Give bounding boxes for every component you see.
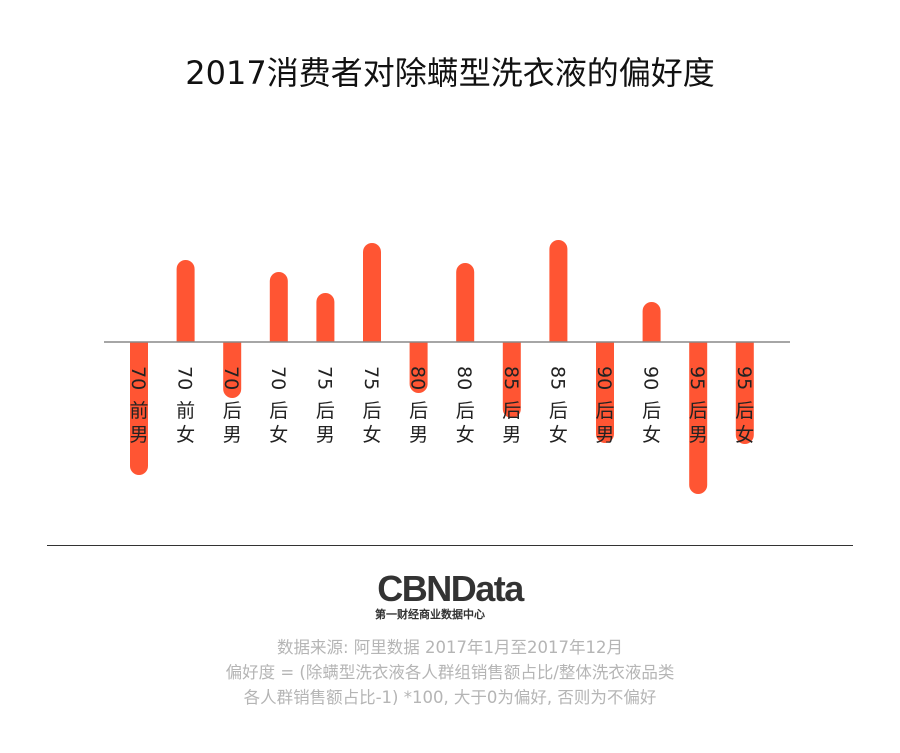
svg-text:男: 男 — [223, 424, 242, 446]
category-label: 70 后男 — [220, 366, 242, 446]
svg-text:前: 前 — [176, 400, 195, 422]
svg-text:后: 后 — [409, 400, 428, 422]
bar-70前女 — [176, 260, 195, 342]
formula-note-line1: 偏好度 = (除螨型洗衣液各人群组销售额占比/整体洗衣液品类 — [225, 663, 675, 682]
svg-text:女: 女 — [362, 424, 381, 446]
svg-text:后: 后 — [642, 400, 661, 422]
cbndata-logo: CBNData 第一财经商业数据中心 — [0, 570, 900, 622]
svg-text:95: 95 — [733, 366, 755, 390]
bar-80后女 — [456, 263, 475, 342]
svg-text:女: 女 — [735, 424, 754, 446]
bar-90后女 — [642, 302, 661, 342]
bar-95后女 — [735, 342, 754, 444]
svg-text:80: 80 — [407, 366, 429, 390]
category-label: 75 后男 — [313, 366, 335, 446]
svg-text:70: 70 — [220, 366, 242, 390]
svg-text:女: 女 — [549, 424, 568, 446]
svg-text:女: 女 — [456, 424, 475, 446]
svg-text:男: 男 — [689, 424, 708, 446]
svg-text:前: 前 — [129, 400, 148, 422]
svg-text:75: 75 — [360, 366, 382, 390]
bar-70后女 — [269, 272, 288, 342]
source-note: 数据来源: 阿里数据 2017年1月至2017年12月 — [276, 638, 624, 657]
bar-95后男 — [689, 342, 708, 494]
svg-text:后: 后 — [549, 400, 568, 422]
svg-text:后: 后 — [362, 400, 381, 422]
category-label: 85 后女 — [546, 366, 568, 446]
svg-text:90: 90 — [593, 366, 615, 390]
bar-85后女 — [549, 240, 568, 342]
svg-text:女: 女 — [642, 424, 661, 446]
bar-80后男 — [409, 342, 428, 393]
category-label: 85 后男 — [500, 366, 522, 446]
category-label: 70 前男 — [127, 366, 149, 446]
logo-wordmark: CBNData — [377, 568, 524, 609]
svg-text:男: 男 — [316, 424, 335, 446]
formula-note-line2: 各人群销售额占比-1) *100, 大于0为偏好, 否则为不偏好 — [243, 688, 657, 707]
svg-text:后: 后 — [595, 400, 614, 422]
svg-text:男: 男 — [409, 424, 428, 446]
bar-70前男 — [130, 342, 148, 475]
svg-text:70: 70 — [127, 366, 149, 390]
svg-text:70: 70 — [267, 366, 289, 390]
svg-text:男: 男 — [502, 424, 521, 446]
svg-text:后: 后 — [735, 400, 754, 422]
logo-tagline: 第一财经商业数据中心 — [375, 608, 485, 621]
svg-text:后: 后 — [316, 400, 335, 422]
category-label: 80 后男 — [407, 366, 429, 446]
category-label: 95 后女 — [733, 366, 755, 446]
svg-text:75: 75 — [313, 366, 335, 390]
category-label: 90 后男 — [593, 366, 615, 446]
svg-text:后: 后 — [269, 400, 288, 422]
chart-title: 2017消费者对除螨型洗衣液的偏好度 — [185, 54, 715, 92]
svg-text:后: 后 — [502, 400, 521, 422]
bar-90后男 — [596, 342, 614, 443]
svg-text:后: 后 — [689, 400, 708, 422]
category-label: 75 后女 — [360, 366, 382, 446]
svg-text:85: 85 — [500, 366, 522, 390]
bar-75后女 — [363, 243, 381, 342]
category-label: 80 后女 — [453, 366, 475, 446]
svg-text:后: 后 — [456, 400, 475, 422]
svg-text:70: 70 — [174, 366, 196, 390]
svg-text:女: 女 — [176, 424, 195, 446]
bar-75后男 — [316, 293, 335, 342]
category-label: 70 前女 — [174, 366, 196, 446]
svg-text:80: 80 — [453, 366, 475, 390]
category-label: 70 后女 — [267, 366, 289, 446]
bar-85后男 — [502, 342, 521, 419]
category-label: 95 后男 — [686, 366, 708, 446]
svg-text:男: 男 — [595, 424, 614, 446]
svg-text:90: 90 — [640, 366, 662, 390]
svg-text:95: 95 — [686, 366, 708, 390]
bar-70后男 — [223, 342, 242, 398]
divider — [47, 545, 853, 546]
bar-chart: 70前男70前女70后男70后女75后男75后女80后男80后女85后男85后女… — [104, 240, 790, 494]
category-label: 90 后女 — [640, 366, 662, 446]
svg-text:后: 后 — [223, 400, 242, 422]
svg-text:女: 女 — [269, 424, 288, 446]
svg-text:85: 85 — [546, 366, 568, 390]
svg-text:男: 男 — [129, 424, 148, 446]
